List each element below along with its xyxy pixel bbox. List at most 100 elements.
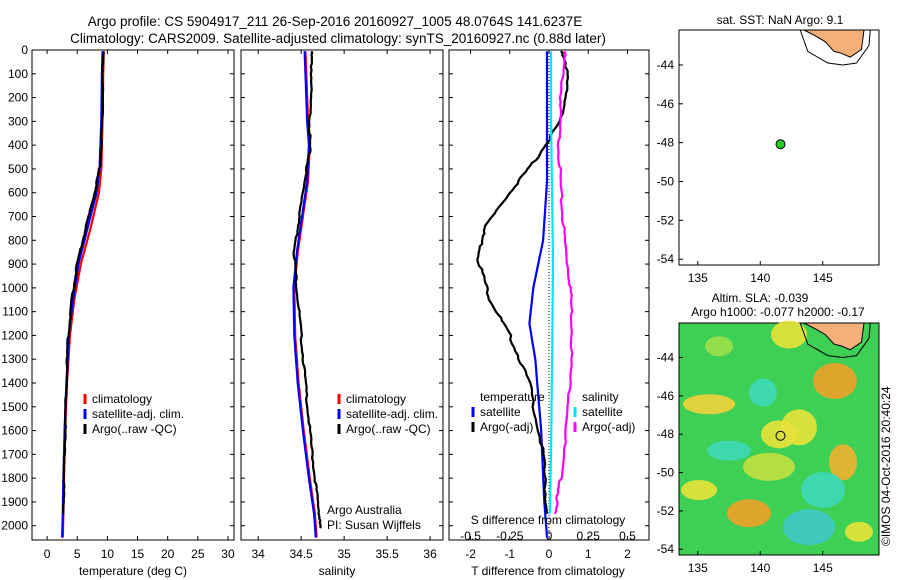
depth-contour: [799, 322, 871, 359]
salinity-panel: [240, 49, 444, 541]
depth-contour: [799, 29, 871, 66]
y-tick-label: -46: [657, 389, 675, 403]
sla-anomaly-blob: [707, 440, 751, 461]
y-tick-label: 1500: [1, 400, 28, 414]
legend-label: Argo(..raw -QC): [92, 422, 177, 436]
x2-tick-label: 0: [546, 529, 553, 543]
y-tick-label: 0: [21, 43, 28, 57]
sla-anomaly-blob: [801, 472, 845, 509]
y-tick-label: -46: [657, 97, 675, 111]
y-tick-label: -48: [657, 136, 675, 150]
legend-label: climatology: [346, 392, 406, 406]
tasmania-land: [803, 29, 865, 58]
sla-anomaly-blob: [845, 521, 873, 542]
y-tick-label: 400: [8, 138, 28, 152]
y-tick-label: -50: [657, 174, 675, 188]
x-tick-label: 5: [74, 547, 81, 561]
salinity-xlabel: salinity: [319, 564, 356, 578]
sla-map-plot: 135 140 145 -44 -46 -48 -50 -52 -54: [657, 320, 880, 575]
y-tick-label: 800: [8, 233, 28, 247]
y-tick-label: 1000: [1, 281, 28, 295]
series-t-satellite: [528, 51, 549, 538]
y-tick-label: 1600: [1, 424, 28, 438]
y-tick-label: 600: [8, 186, 28, 200]
temperature-panel: [31, 49, 235, 541]
x2-tick-label: -0.5: [460, 529, 481, 543]
legend-salinity-title: salinity: [582, 390, 619, 404]
float-marker: [775, 430, 786, 441]
x-tick-label: 135: [688, 271, 708, 285]
difference-x2label: S difference from climatology: [471, 513, 626, 527]
y-tick-label: -50: [657, 466, 675, 480]
sla-anomaly-blob: [705, 336, 733, 357]
y-tick-label: 1400: [1, 376, 28, 390]
x-tick-label: 2: [624, 547, 631, 561]
legend-label: satellite-adj. clim.: [92, 407, 184, 421]
series-s-satellite: [548, 51, 555, 514]
series-t-argo: [476, 50, 570, 514]
sla-anomaly-blob: [771, 320, 807, 349]
x-tick-label: 25: [191, 547, 205, 561]
y-tick-label: -54: [657, 252, 675, 266]
x-tick-label: 145: [813, 271, 833, 285]
y-tick-label: 1100: [2, 305, 28, 319]
x-tick-label: 36: [423, 547, 437, 561]
x-tick-label: 140: [750, 561, 770, 575]
series-argo: [292, 50, 322, 529]
sst-map-plot: 135 140 145 -44 -46 -48 -50 -52 -54: [657, 29, 880, 285]
y-tick-label: 1900: [1, 495, 28, 509]
y-tick-label: 1700: [1, 447, 28, 461]
tasmania-land: [803, 322, 865, 351]
legend-label: Argo(-adj): [582, 420, 635, 434]
sla-anomaly-blob: [829, 444, 857, 481]
difference-panel: [448, 49, 650, 541]
x-tick-label: 15: [131, 547, 145, 561]
y-tick-label: 200: [8, 91, 28, 105]
x-tick-label: 1: [585, 547, 592, 561]
y-tick-label: 1300: [1, 352, 28, 366]
y-tick-label: 100: [8, 67, 28, 81]
difference-xlabel: T difference from climatology: [471, 564, 625, 578]
x-tick-label: 34.5: [289, 547, 313, 561]
series-s-argo: [553, 50, 574, 515]
x-tick-label: 145: [813, 561, 833, 575]
y-tick-label: -52: [657, 213, 675, 227]
sla-anomaly-blob: [681, 480, 717, 501]
legend-temperature-title: temperature: [480, 390, 545, 404]
legend-label: climatology: [92, 392, 152, 406]
x-tick-label: 135: [688, 561, 708, 575]
legend-label: satellite: [582, 405, 623, 419]
x-tick-label: 0: [44, 547, 51, 561]
sla-anomaly-blob: [727, 499, 771, 528]
sla-anomaly-blob: [683, 394, 735, 415]
temperature-plot: 0100200300400500600700800900100011001200…: [1, 43, 235, 561]
y-tick-label: -44: [657, 351, 675, 365]
legend-label: Argo(-adj): [480, 420, 533, 434]
sst-map-title: sat. SST: NaN Argo: 9.1: [717, 13, 844, 27]
sla-anomaly-blob: [783, 509, 835, 546]
legend-label: satellite-adj. clim.: [346, 407, 438, 421]
x-tick-label: 35.5: [375, 547, 399, 561]
x-tick-label: 30: [221, 547, 235, 561]
legend-label: satellite: [480, 405, 521, 419]
sla-anomaly-blob: [813, 363, 857, 399]
x-tick-label: 34: [252, 547, 266, 561]
y-tick-label: 1800: [1, 471, 28, 485]
sla-anomaly-blob: [761, 420, 797, 449]
y-tick-label: 2000: [1, 519, 28, 533]
y-tick-label: 500: [8, 162, 28, 176]
x2-tick-label: -0.25: [496, 529, 524, 543]
legend-label: Argo(..raw -QC): [346, 422, 431, 436]
x-tick-label: 0: [546, 547, 553, 561]
pi-note: PI: Susan Wijffels: [327, 518, 421, 532]
imos-credit: ©IMOS 04-Oct-2016 20:40:24: [879, 386, 893, 546]
sla-map-title-line2: Argo h1000: -0.077 h2000: -0.17: [691, 305, 865, 319]
y-tick-label: -48: [657, 427, 675, 441]
sla-map-title-line1: Altim. SLA: -0.039: [712, 291, 809, 305]
x-tick-label: 140: [750, 271, 770, 285]
y-tick-label: 1200: [1, 328, 28, 342]
y-tick-label: -54: [657, 542, 675, 556]
argo-australia-note: Argo Australia: [327, 503, 402, 517]
x-tick-label: 10: [101, 547, 115, 561]
